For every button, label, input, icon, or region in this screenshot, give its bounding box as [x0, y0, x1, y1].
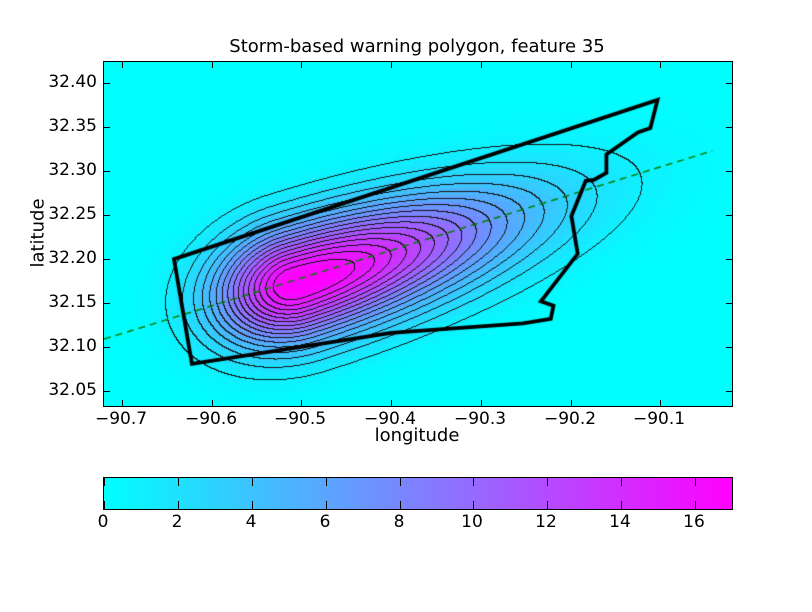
axis-tick-mark	[301, 62, 302, 68]
y-tick-label: 32.15	[48, 292, 97, 312]
axis-tick-mark	[301, 400, 302, 406]
colorbar-gradient	[104, 478, 732, 509]
colorbar-tick-label: 12	[535, 512, 557, 532]
axis-tick-mark	[252, 478, 253, 486]
colorbar-tick-label: 0	[97, 512, 109, 532]
colorbar-tick-label: 16	[683, 512, 705, 532]
y-tick-label: 32.10	[48, 336, 97, 356]
x-tick-label: −90.5	[273, 409, 327, 429]
axis-tick-mark	[726, 171, 732, 172]
y-tick-label: 32.20	[48, 248, 97, 268]
axis-tick-mark	[104, 391, 110, 392]
x-tick-label: −90.2	[543, 409, 597, 429]
axis-tick-mark	[326, 478, 327, 486]
axis-tick-mark	[726, 83, 732, 84]
axis-tick-mark	[178, 478, 179, 486]
axis-tick-mark	[104, 347, 110, 348]
axis-tick-mark	[104, 215, 110, 216]
x-tick-label: −90.1	[632, 409, 686, 429]
axis-tick-mark	[104, 171, 110, 172]
axis-tick-mark	[726, 259, 732, 260]
axis-tick-mark	[695, 478, 696, 486]
axis-tick-mark	[481, 62, 482, 68]
colorbar-tick-label: 4	[245, 512, 257, 532]
axis-tick-mark	[326, 501, 327, 509]
y-tick-label: 32.35	[48, 116, 97, 136]
axis-tick-mark	[547, 478, 548, 486]
contour-field-canvas	[104, 62, 732, 406]
axis-tick-mark	[104, 501, 105, 509]
x-tick-label: −90.4	[363, 409, 417, 429]
axis-tick-mark	[695, 501, 696, 509]
axis-tick-mark	[104, 303, 110, 304]
axis-tick-mark	[104, 127, 110, 128]
colorbar-tick-label: 14	[609, 512, 631, 532]
axis-tick-mark	[547, 501, 548, 509]
axis-tick-mark	[660, 62, 661, 68]
plot-area	[103, 61, 733, 407]
axis-tick-mark	[212, 400, 213, 406]
axis-tick-mark	[481, 400, 482, 406]
x-tick-label: −90.3	[453, 409, 507, 429]
x-axis-label: longitude	[374, 425, 460, 446]
colorbar-tick-label: 2	[171, 512, 183, 532]
axis-tick-mark	[571, 400, 572, 406]
axis-tick-mark	[122, 400, 123, 406]
axis-tick-mark	[212, 62, 213, 68]
colorbar-tick-label: 10	[461, 512, 483, 532]
axis-tick-mark	[178, 501, 179, 509]
axis-tick-mark	[726, 347, 732, 348]
plot-title: Storm-based warning polygon, feature 35	[229, 36, 605, 57]
axis-tick-mark	[726, 127, 732, 128]
y-tick-label: 32.25	[48, 204, 97, 224]
x-tick-label: −90.6	[184, 409, 238, 429]
y-tick-label: 32.30	[48, 160, 97, 180]
axis-tick-mark	[252, 501, 253, 509]
y-tick-label: 32.05	[48, 380, 97, 400]
axis-tick-mark	[473, 501, 474, 509]
axis-tick-mark	[122, 62, 123, 68]
colorbar	[103, 477, 733, 510]
x-tick-label: −90.7	[94, 409, 148, 429]
axis-tick-mark	[104, 478, 105, 486]
axis-tick-mark	[400, 501, 401, 509]
axis-tick-mark	[660, 400, 661, 406]
axis-tick-mark	[391, 62, 392, 68]
axis-tick-mark	[400, 478, 401, 486]
axis-tick-mark	[621, 478, 622, 486]
y-axis-label: latitude	[27, 198, 49, 268]
axis-tick-mark	[726, 391, 732, 392]
axis-tick-mark	[726, 215, 732, 216]
axis-tick-mark	[473, 478, 474, 486]
axis-tick-mark	[104, 259, 110, 260]
axis-tick-mark	[621, 501, 622, 509]
y-tick-label: 32.40	[48, 72, 97, 92]
colorbar-tick-label: 6	[319, 512, 331, 532]
colorbar-tick-label: 8	[393, 512, 405, 532]
axis-tick-mark	[571, 62, 572, 68]
axis-tick-mark	[726, 303, 732, 304]
axis-tick-mark	[104, 83, 110, 84]
axis-tick-mark	[391, 400, 392, 406]
